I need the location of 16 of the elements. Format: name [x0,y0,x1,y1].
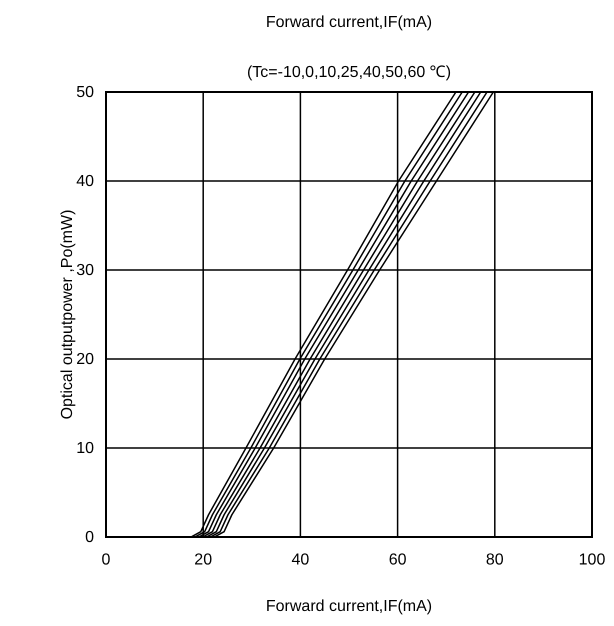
y-tick-label: 20 [76,351,94,368]
x-tick-label: 80 [486,551,504,568]
x-tick-label: 100 [578,551,606,568]
x-tick-label: 0 [102,551,111,568]
y-tick-label: 30 [76,262,94,280]
y-tick-label: 50 [76,84,94,102]
y-tick-label: 40 [76,173,94,190]
x-axis-title: Forward current,IF(mA) [266,598,432,615]
y-tick-label: 10 [76,440,94,458]
x-tick-label: 60 [388,551,407,568]
y-tick-label: 0 [85,529,94,546]
chart-subtitle: (Tc=-10,0,10,25,40,50,60 ℃) [246,64,452,81]
y-axis-title: Optical outputpower ,Po(mW) [59,210,76,420]
chart-title: Forward current,IF(mA) [266,14,432,31]
x-tick-label: 20 [194,551,212,568]
x-tick-label: 40 [292,551,310,568]
